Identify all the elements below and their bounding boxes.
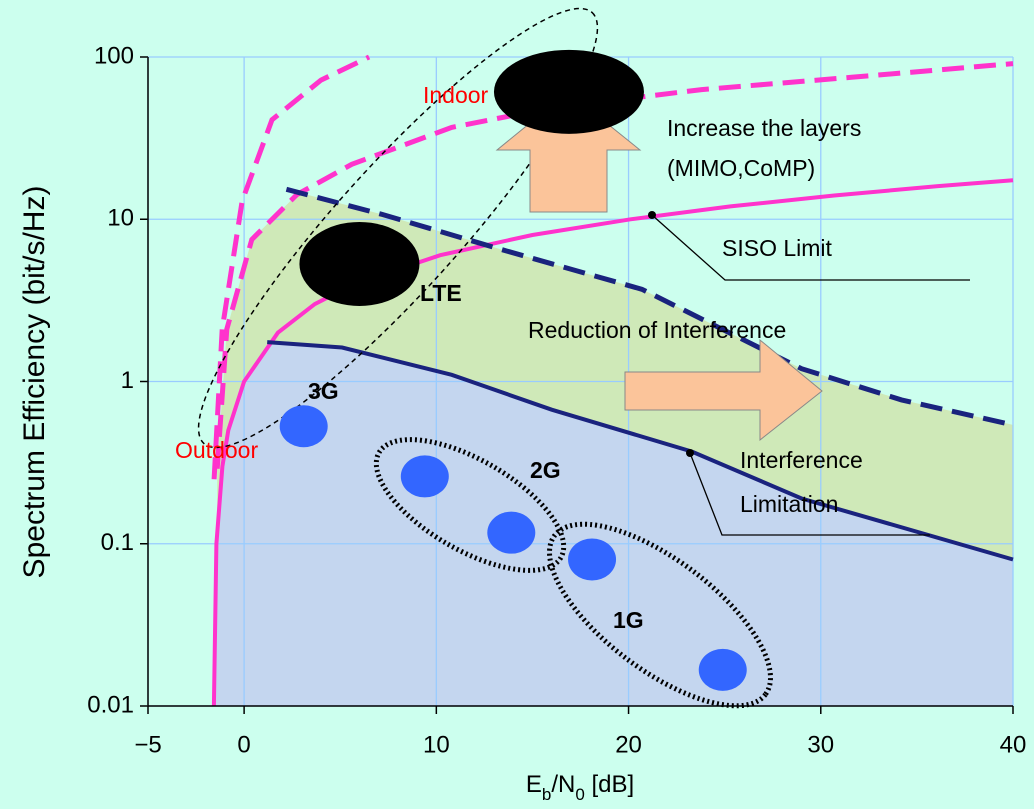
annotation: Indoor: [423, 82, 489, 108]
x-tick-label: 40: [1000, 731, 1027, 758]
annotation: 3G: [308, 378, 339, 404]
x-label-part: /N: [551, 771, 575, 798]
x-label-part: 0: [575, 785, 584, 804]
chart: LTE Indoor Outdoor 3G 2G 1G Increase the…: [0, 0, 1034, 809]
dot: [401, 455, 449, 497]
x-tick-label: −5: [134, 731, 161, 758]
x-label-part: E: [526, 771, 542, 798]
x-tick-label: 30: [807, 731, 834, 758]
x-label-part: [dB]: [585, 771, 634, 798]
y-tick-label: 100: [94, 42, 134, 69]
y-tick-label: 0.01: [87, 691, 134, 718]
x-tick-label: 20: [615, 731, 642, 758]
annotation: (MIMO,CoMP): [667, 155, 815, 181]
annotation: SISO Limit: [722, 235, 833, 261]
annotation: Limitation: [740, 491, 838, 517]
dot: [487, 512, 535, 554]
annotation: 2G: [530, 457, 561, 483]
annotation: LTE: [420, 280, 462, 306]
y-tick-label: 10: [107, 205, 134, 232]
annotation: 1G: [613, 607, 644, 633]
dot: [699, 649, 747, 691]
dot: [568, 538, 616, 580]
leader-dot: [648, 211, 656, 219]
y-tick-label: 0.1: [101, 529, 134, 556]
annotation: Outdoor: [175, 437, 258, 463]
blob: [299, 222, 419, 306]
y-axis-label: Spectrum Efficiency (bit/s/Hz): [18, 186, 51, 579]
y-tick-label: 1: [121, 367, 134, 394]
dot: [280, 405, 328, 447]
x-label-part: b: [542, 785, 551, 804]
annotation: Increase the layers: [667, 115, 861, 141]
blob: [494, 50, 644, 134]
annotation: Interference: [740, 447, 863, 473]
page: LTE Indoor Outdoor 3G 2G 1G Increase the…: [0, 0, 1034, 809]
leader-dot: [686, 449, 694, 457]
x-tick-label: 10: [423, 731, 450, 758]
annotation: Reduction of Interference: [528, 317, 786, 343]
x-tick-label: 0: [237, 731, 250, 758]
